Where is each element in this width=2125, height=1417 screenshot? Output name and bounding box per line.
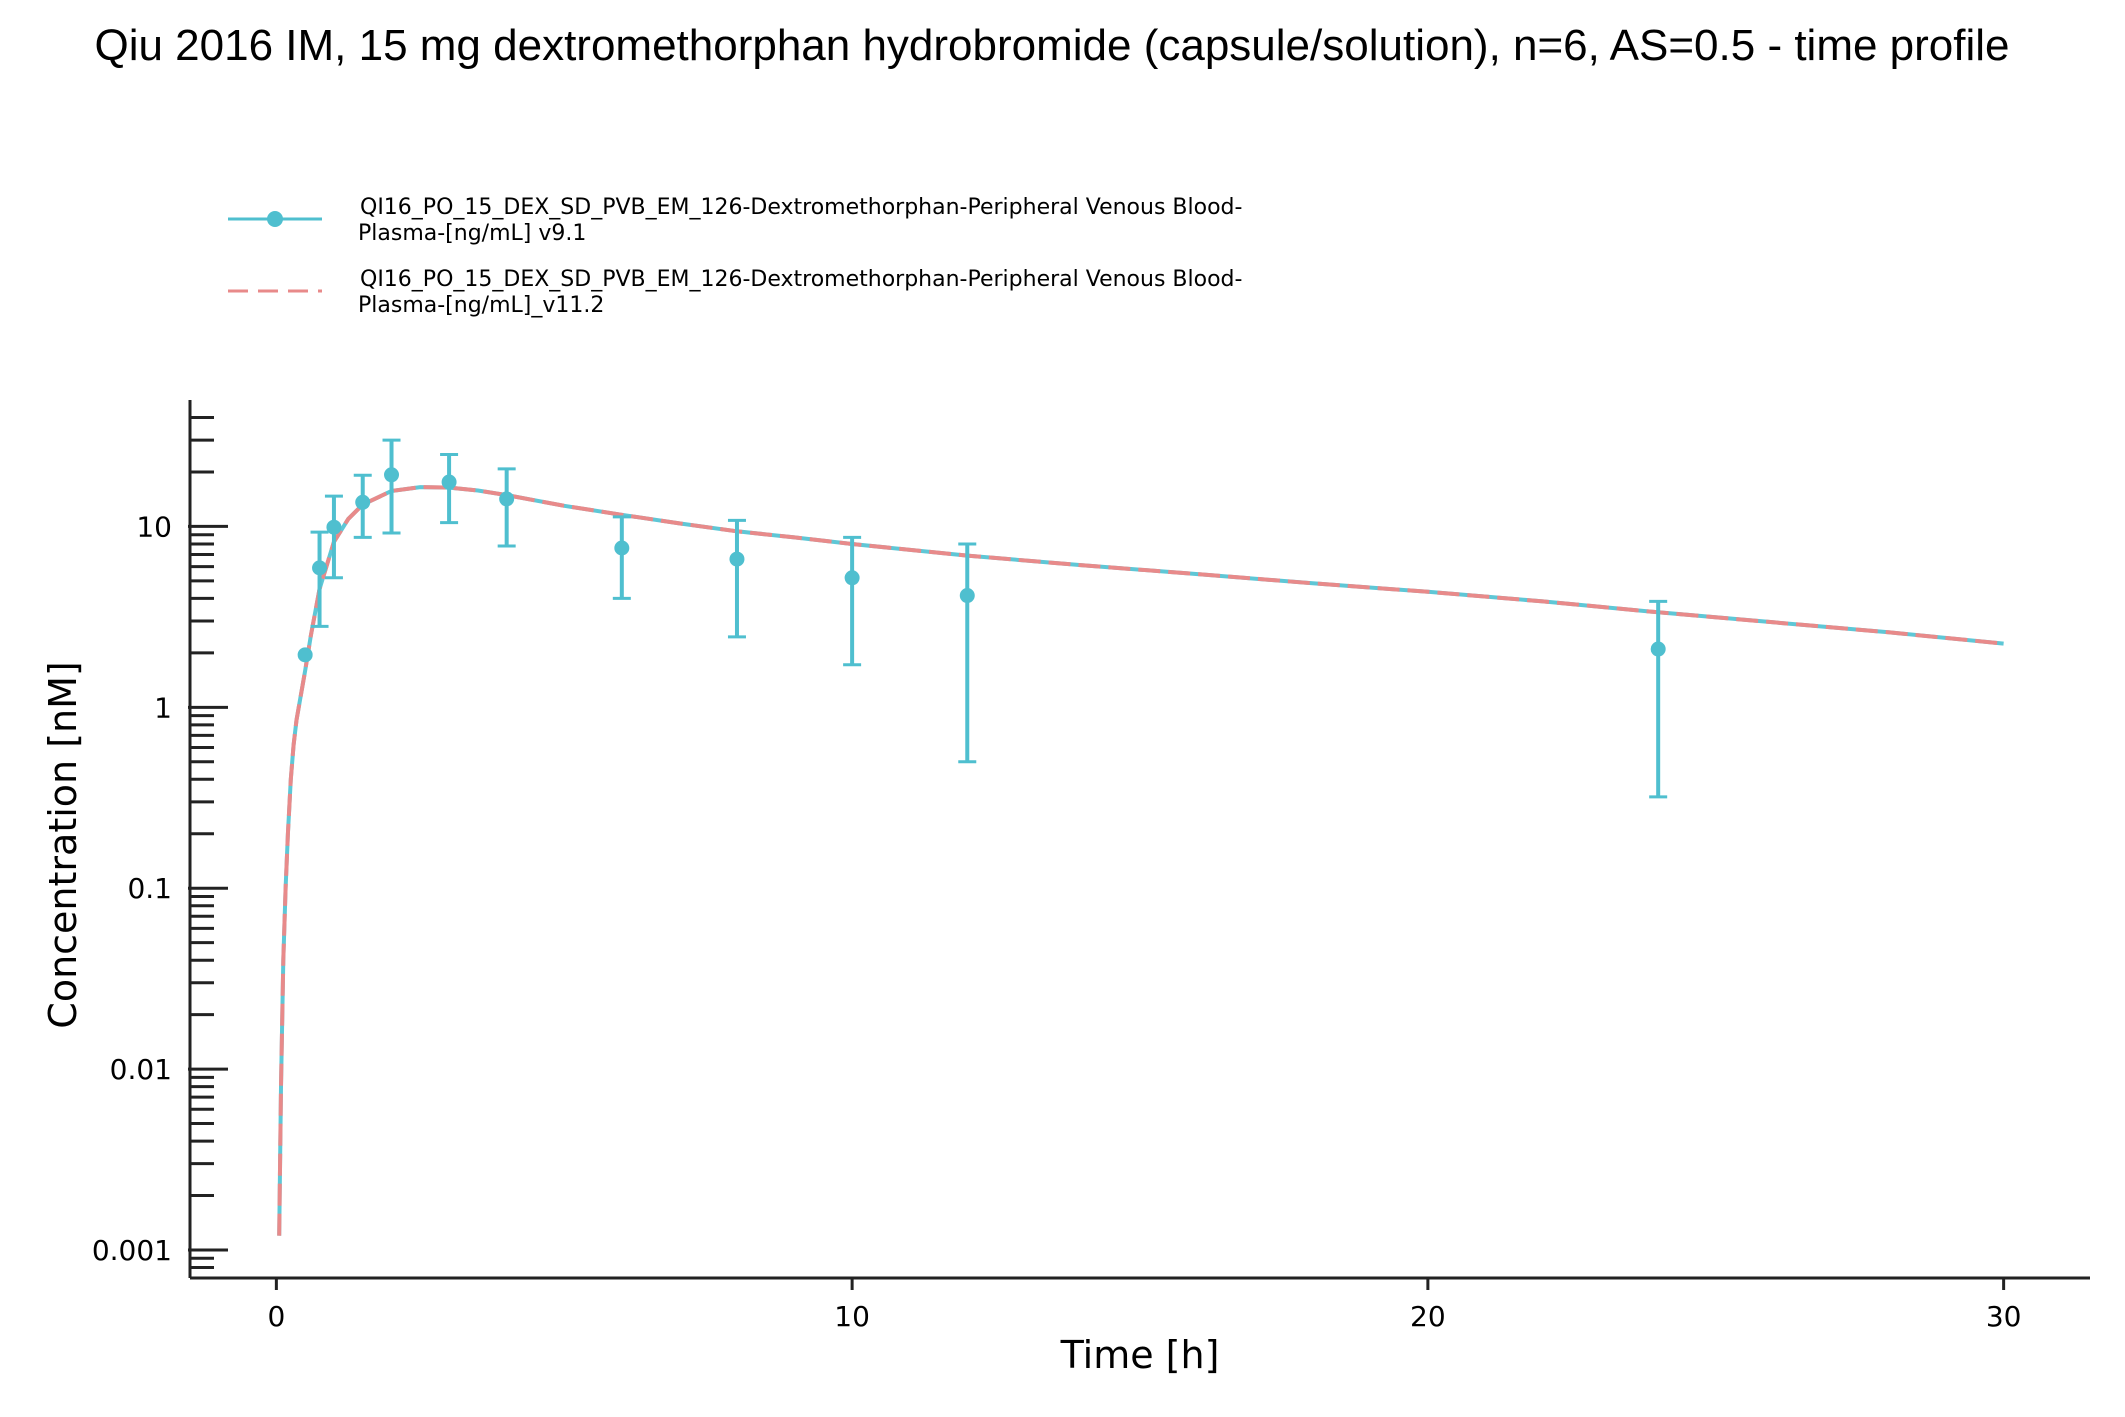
x-axis-label: Time [h] bbox=[1060, 1333, 1220, 1377]
x-tick-label-1: 10 bbox=[834, 1300, 870, 1333]
legend-item-simulated: QI16_PO_15_DEX_SD_PVB_EM_126-Dextrometho… bbox=[228, 267, 1242, 318]
legend-item-observed: QI16_PO_15_DEX_SD_PVB_EM_126-Dextrometho… bbox=[228, 195, 1242, 246]
simulated-curve-v9-1 bbox=[277, 485, 2004, 1236]
data-point-0 bbox=[297, 647, 313, 663]
data-point-10 bbox=[959, 588, 975, 604]
data-point-11 bbox=[1650, 641, 1666, 657]
data-point-9 bbox=[844, 570, 860, 586]
data-point-8 bbox=[729, 551, 745, 567]
data-point-1 bbox=[312, 560, 328, 576]
data-point-5 bbox=[441, 474, 457, 490]
plot-area: 0 10 20 30 0.001 0.01 0.1 1 10 bbox=[92, 400, 2090, 1333]
y-tick-label-1: 0.01 bbox=[110, 1053, 172, 1086]
y-tick-label-4: 10 bbox=[136, 510, 172, 543]
x-tick-label-2: 20 bbox=[1410, 1300, 1446, 1333]
data-point-6 bbox=[499, 491, 515, 507]
data-point-7 bbox=[614, 540, 630, 556]
data-point-3 bbox=[355, 494, 371, 510]
legend-label-simulated-line-1: QI16_PO_15_DEX_SD_PVB_EM_126-Dextrometho… bbox=[360, 267, 1242, 292]
data-point-4 bbox=[384, 467, 400, 483]
legend-swatch-observed-marker bbox=[267, 211, 283, 227]
legend-label-observed-line-2: Plasma-[ng/mL] v9.1 bbox=[358, 221, 586, 246]
data-point-2 bbox=[326, 519, 342, 535]
legend-label-simulated-line-2: Plasma-[ng/mL]_v11.2 bbox=[358, 293, 604, 318]
x-tick-label-0: 0 bbox=[267, 1300, 285, 1333]
y-axis-label: Concentration [nM] bbox=[41, 661, 85, 1028]
simulated-curve-v11-2 bbox=[277, 485, 2004, 1236]
chart-title: Qiu 2016 IM, 15 mg dextromethorphan hydr… bbox=[94, 21, 2009, 70]
y-tick-label-2: 0.1 bbox=[127, 872, 172, 905]
legend: QI16_PO_15_DEX_SD_PVB_EM_126-Dextrometho… bbox=[228, 195, 1242, 318]
x-tick-label-3: 30 bbox=[1986, 1300, 2022, 1333]
y-tick-label-0: 0.001 bbox=[92, 1234, 172, 1267]
legend-label-observed-line-1: QI16_PO_15_DEX_SD_PVB_EM_126-Dextrometho… bbox=[360, 195, 1242, 220]
y-tick-label-3: 1 bbox=[154, 691, 172, 724]
